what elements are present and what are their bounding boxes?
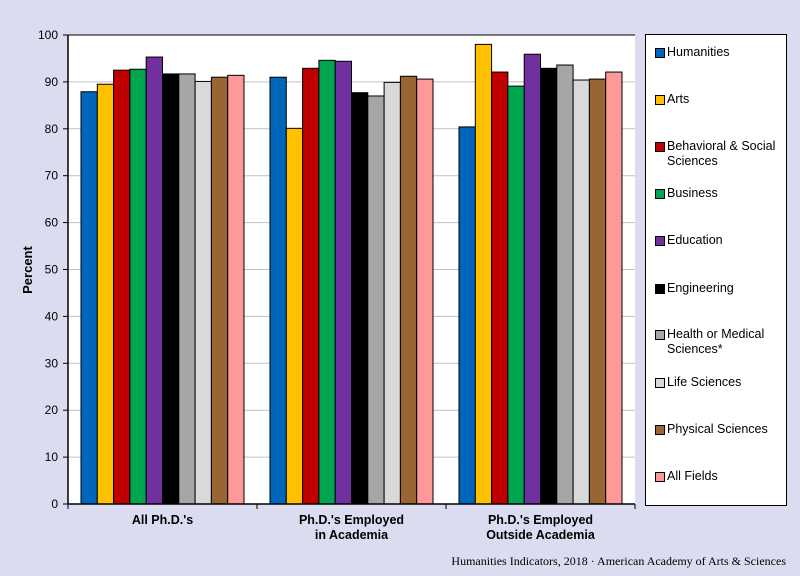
legend-item: Arts — [655, 92, 785, 107]
bar-health-or-medical-sciences--0 — [178, 73, 196, 505]
bar-engineering-1 — [351, 92, 369, 505]
bar-physical-sciences-0 — [210, 76, 229, 505]
bar-engineering-2 — [540, 67, 558, 505]
bar-all-fields-0 — [227, 74, 245, 505]
legend-item: Humanities — [655, 45, 785, 60]
bars — [80, 43, 623, 505]
bar-all-fields-2 — [605, 71, 623, 505]
bar-arts-2 — [474, 43, 493, 505]
x-tick-labels: All Ph.D.'s Ph.D.'s Employed in Academia Ph… — [132, 513, 596, 542]
legend-label: Behavioral & Social Sciences — [667, 139, 776, 168]
bar-humanities-2 — [458, 126, 476, 505]
legend-swatch — [655, 48, 665, 58]
legend-swatch — [655, 330, 665, 340]
y-tick-label: 50 — [45, 263, 59, 277]
legend-item: Education — [655, 233, 785, 248]
legend-label: Engineering — [667, 281, 734, 295]
axes — [63, 34, 636, 509]
x-tick-label: Ph.D.'s Employed in Academia — [299, 513, 404, 542]
legend-item: All Fields — [655, 469, 785, 484]
x-tick-label: All Ph.D.'s — [132, 513, 193, 527]
x-tick-label: Ph.D.'s Employed Outside Academia — [486, 513, 596, 542]
legend-swatch — [655, 189, 665, 199]
y-tick-label: 0 — [51, 497, 58, 511]
legend-label: Physical Sciences — [667, 422, 768, 436]
bar-health-or-medical-sciences--2 — [556, 64, 574, 505]
legend-label: All Fields — [667, 469, 718, 483]
bar-physical-sciences-2 — [588, 78, 607, 505]
bar-humanities-1 — [269, 76, 287, 505]
legend: Humanities Arts Behavioral & Social Scienc… — [645, 34, 787, 506]
bar-education-1 — [334, 60, 353, 505]
bar-education-2 — [523, 53, 542, 505]
legend-item: Behavioral & Social Sciences — [655, 139, 785, 169]
legend-swatch — [655, 472, 665, 482]
legend-item: Business — [655, 186, 785, 201]
bar-all-fields-1 — [416, 78, 434, 505]
bar-business-2 — [507, 85, 525, 505]
legend-label: Life Sciences — [667, 375, 742, 389]
bar-education-0 — [145, 56, 163, 505]
bar-business-0 — [129, 68, 147, 505]
bar-humanities-0 — [80, 91, 98, 505]
legend-label: Arts — [667, 92, 690, 106]
bar-engineering-0 — [162, 73, 180, 505]
legend-item: Physical Sciences — [655, 422, 785, 437]
y-tick-label: 70 — [45, 169, 59, 183]
bar-health-or-medical-sciences--1 — [367, 95, 385, 505]
y-tick-label: 40 — [45, 309, 59, 323]
legend-label: Humanities — [667, 45, 730, 59]
bar-physical-sciences-1 — [399, 75, 418, 505]
bar-life-sciences-1 — [383, 81, 401, 505]
y-tick-label: 80 — [45, 122, 59, 136]
y-axis-label: Percent — [20, 245, 35, 293]
legend-swatch — [655, 142, 665, 152]
bar-arts-0 — [96, 83, 115, 505]
y-tick-label: 60 — [45, 216, 59, 230]
source-footer: Humanities Indicators, 2018 · American A… — [451, 554, 786, 568]
bar-behavioral-social-sciences-0 — [113, 69, 131, 505]
bar-life-sciences-0 — [194, 80, 212, 505]
bar-life-sciences-2 — [572, 79, 590, 505]
y-tick-labels: 0 10 20 30 40 50 60 70 80 90 100 — [38, 28, 58, 511]
legend-label: Education — [667, 233, 723, 247]
bar-arts-1 — [285, 127, 304, 505]
legend-item: Engineering — [655, 281, 785, 296]
legend-swatch — [655, 284, 665, 294]
legend-swatch — [655, 425, 665, 435]
legend-swatch — [655, 95, 665, 105]
y-tick-label: 20 — [45, 403, 59, 417]
legend-swatch — [655, 236, 665, 246]
bar-behavioral-social-sciences-2 — [491, 71, 509, 505]
legend-item: Life Sciences — [655, 375, 785, 390]
y-tick-label: 10 — [45, 450, 59, 464]
bar-business-1 — [318, 59, 336, 505]
legend-swatch — [655, 378, 665, 388]
legend-label: Business — [667, 186, 718, 200]
y-tick-label: 100 — [38, 28, 58, 42]
legend-item: Health or Medical Sciences* — [655, 327, 785, 357]
bar-behavioral-social-sciences-1 — [302, 67, 320, 505]
y-tick-label: 90 — [45, 75, 59, 89]
y-tick-label: 30 — [45, 356, 59, 370]
legend-label: Health or Medical Sciences* — [667, 327, 765, 356]
